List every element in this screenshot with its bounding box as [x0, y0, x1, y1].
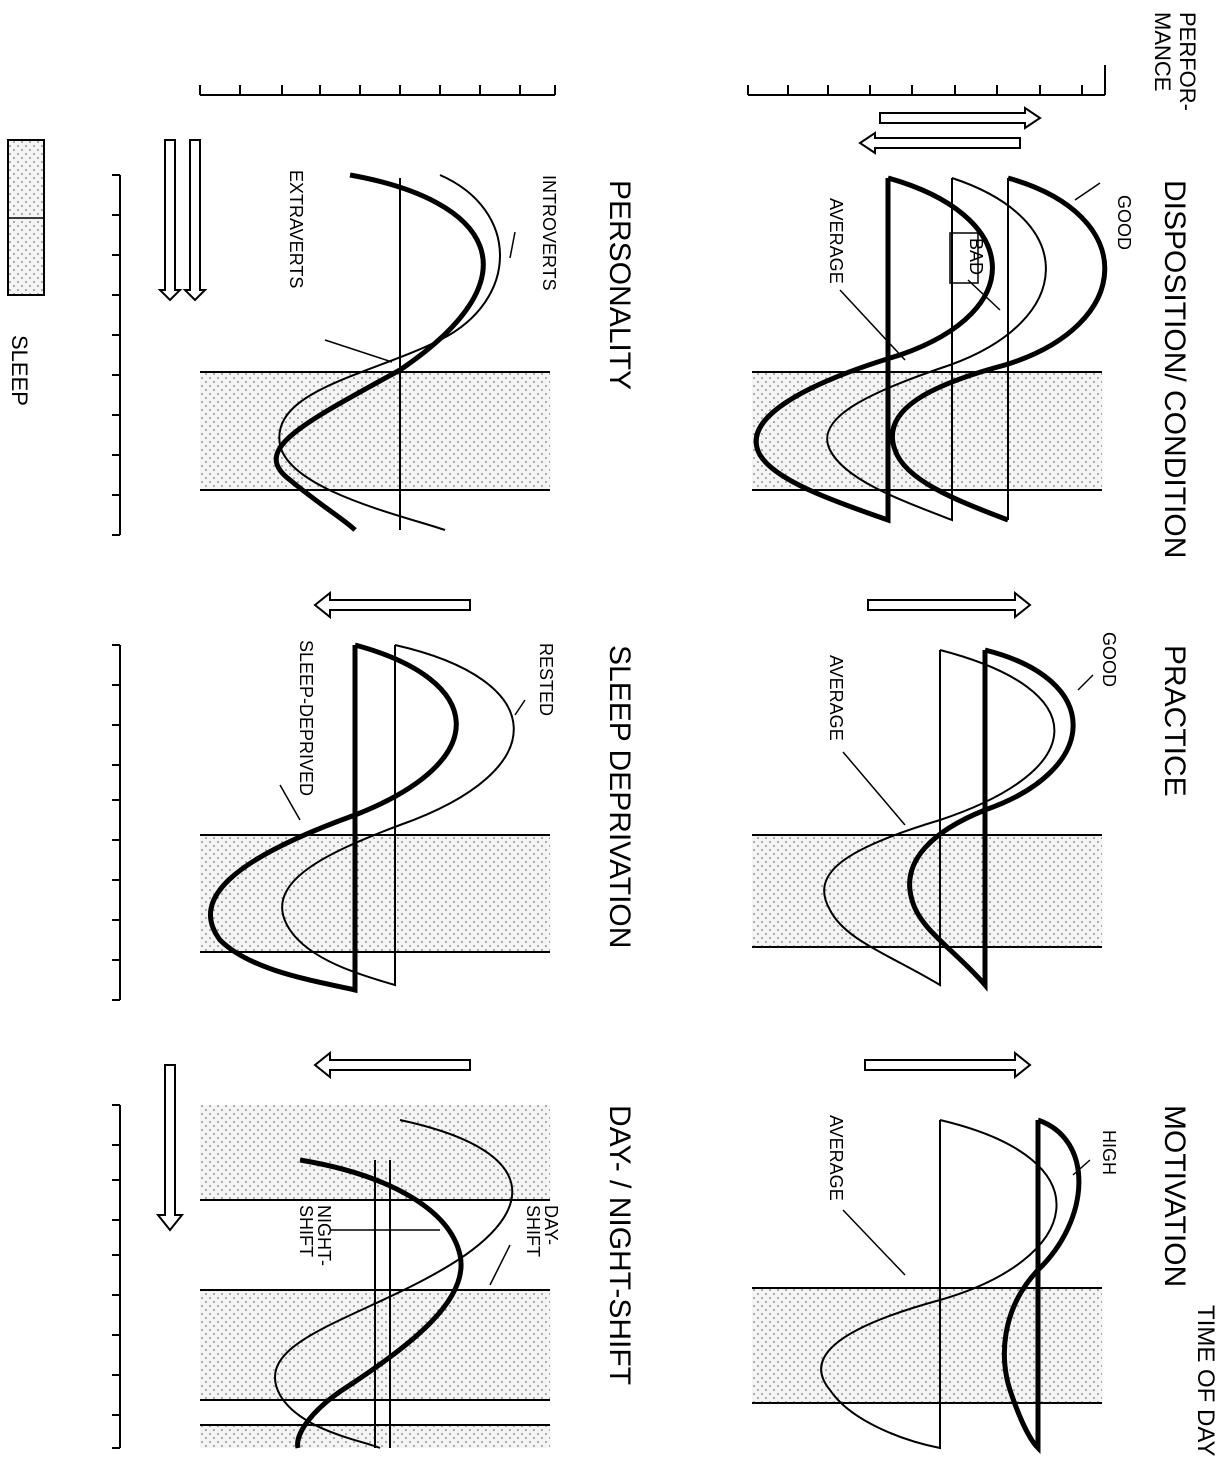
- performance-label-line2: MANCE: [1150, 12, 1175, 91]
- panel-title: DISPOSITION/ CONDITION: [1158, 180, 1191, 558]
- up-arrow: [867, 590, 1032, 620]
- down-arrow: [155, 1050, 471, 1232]
- curve-high: [1001, 1117, 1082, 1455]
- curve-good: [889, 175, 1108, 523]
- panel-disposition: DISPOSITION/ CONDITION GOOD AVERAGE BAD: [752, 106, 1191, 558]
- panel-title: PERSONALITY: [603, 180, 636, 390]
- curve-rested: [281, 644, 515, 987]
- sleep-legend: SLEEP: [7, 139, 45, 406]
- curve-sleep-deprived: [208, 642, 459, 994]
- panel-title: MOTIVATION: [1158, 1105, 1191, 1287]
- sleep-band: [200, 372, 550, 490]
- label-rested: RESTED: [536, 643, 556, 716]
- label-sleep-deprived: SLEEP-DEPRIVED: [296, 640, 316, 796]
- sleep-band: [752, 1288, 1102, 1403]
- curve-average: [826, 177, 1047, 522]
- down-arrow: [313, 590, 471, 620]
- curve-introverts: [273, 172, 486, 532]
- performance-label-line1: PERFOR-: [1175, 12, 1200, 111]
- panel-personality: PERSONALITY INTROVERTS EXTRAVERTS: [157, 139, 636, 532]
- panel-title: PRACTICE: [1158, 645, 1191, 797]
- curve-average: [820, 1119, 1058, 1450]
- performance-axis-bottom: [199, 85, 556, 96]
- label-day-shift-line2: SHIFT: [523, 1205, 543, 1257]
- performance-axis-label: PERFOR- MANCE: [1150, 12, 1200, 111]
- label-good: GOOD: [1114, 195, 1134, 250]
- label-average: AVERAGE: [826, 198, 846, 284]
- curve-bad: [753, 175, 995, 524]
- panel-practice: PRACTICE GOOD AVERAGE: [752, 590, 1191, 992]
- label-introverts: INTROVERTS: [539, 175, 559, 291]
- label-high: HIGH: [1099, 1130, 1119, 1175]
- label-bad: BAD: [966, 238, 986, 275]
- curve-average: [823, 649, 1056, 987]
- curve-night-shift: [295, 1157, 464, 1449]
- label-night-shift-line1: NIGHT-: [314, 1205, 334, 1266]
- sleep-band: [200, 835, 550, 952]
- curve-day-shift: [273, 1119, 514, 1449]
- up-arrow: [864, 1050, 1032, 1080]
- up-down-arrows: [157, 139, 208, 302]
- panel-motivation: MOTIVATION HIGH AVERAGE: [752, 1050, 1191, 1455]
- label-night-shift-line2: SHIFT: [296, 1205, 316, 1257]
- curve-extraverts: [278, 174, 501, 531]
- label-extraverts: EXTRAVERTS: [286, 170, 306, 288]
- panel-sleep-deprivation: SLEEP DEPRIVATION RESTED SLEEP-DEPRIVED: [200, 590, 636, 994]
- label-day-shift-line1: DAY-: [541, 1205, 561, 1245]
- curve-good: [907, 647, 1076, 992]
- panel-title: DAY- / NIGHT-SHIFT: [603, 1105, 636, 1385]
- label-average: AVERAGE: [826, 1115, 846, 1201]
- sleep-legend-label: SLEEP: [7, 335, 32, 406]
- time-of-day-label: TIME OF DAY: [1192, 1305, 1219, 1457]
- panel-day-night-shift: DAY- / NIGHT-SHIFT DAY- SHIFT NIGHT- SHI…: [155, 1050, 636, 1449]
- label-good: GOOD: [1099, 632, 1119, 687]
- label-average: AVERAGE: [826, 655, 846, 741]
- time-axis: [112, 174, 121, 1449]
- panel-title: SLEEP DEPRIVATION: [603, 645, 636, 948]
- performance-axis-top: [747, 65, 1106, 96]
- up-down-arrows: [858, 106, 1042, 155]
